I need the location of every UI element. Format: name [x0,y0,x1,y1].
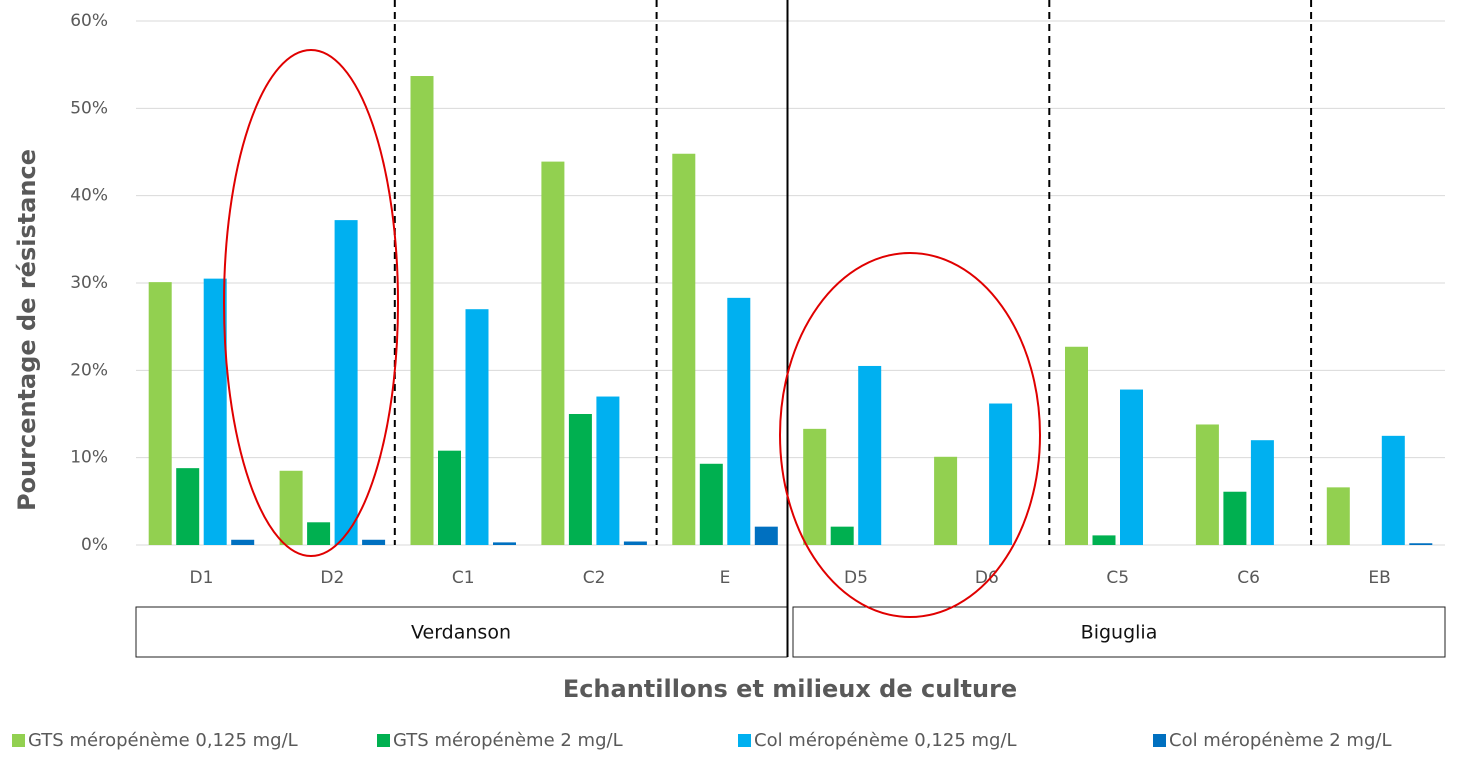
bar [596,397,619,545]
bar [493,542,516,545]
y-tick-label: 10% [70,448,108,468]
legend-label: Col méropénème 0,125 mg/L [754,730,1017,751]
x-tick-label: C2 [583,568,606,588]
legend-swatch [12,734,25,747]
bar [1120,390,1143,545]
x-tick-label: C1 [452,568,475,588]
bar [755,527,778,545]
x-axis-title: Echantillons et milieux de culture [563,675,1017,703]
bar [1196,424,1219,545]
group-label: Verdanson [411,622,511,644]
group-label: Biguglia [1081,622,1158,644]
bar [1093,535,1116,545]
y-tick-label: 40% [70,186,108,206]
legend-swatch [1153,734,1166,747]
x-tick-label: C5 [1106,568,1129,588]
bar [700,464,723,545]
bar [1223,492,1246,545]
legend-label: GTS méropénème 0,125 mg/L [28,730,298,751]
y-tick-label: 60% [70,11,108,31]
bar [989,404,1012,545]
bar [335,220,358,545]
bar [1327,487,1350,545]
y-tick-label: 0% [81,535,108,555]
bar [466,309,489,545]
chart: Pourcentage de résistance Echantillons e… [0,0,1460,758]
x-tick-label: D1 [189,568,213,588]
highlight [224,50,398,556]
bar [831,527,854,545]
legend-label: Col méropénème 2 mg/L [1169,730,1391,751]
bar [727,298,750,545]
bar [541,162,564,545]
bar [438,451,461,545]
x-tick-label: E [720,568,731,588]
bar [672,154,695,545]
x-tick-label: D2 [320,568,344,588]
legend-label: GTS méropénème 2 mg/L [393,730,623,751]
bar [624,542,647,545]
legend-swatch [377,734,390,747]
x-tick-label: EB [1368,568,1390,588]
legend-swatch [738,734,751,747]
bar [411,76,434,545]
bar [149,282,172,545]
bar [307,522,330,545]
x-tick-label: C6 [1237,568,1260,588]
bar [231,540,254,545]
bar [1251,440,1274,545]
bar [858,366,881,545]
bar [176,468,199,545]
bar [1065,347,1088,545]
x-tick-label: D5 [844,568,868,588]
y-tick-label: 30% [70,273,108,293]
bar [362,540,385,545]
y-axis-title: Pourcentage de résistance [13,149,41,511]
bar [1409,543,1432,545]
bar [569,414,592,545]
bar [1382,436,1405,545]
y-tick-label: 50% [70,98,108,118]
bar [280,471,303,545]
bar [803,429,826,545]
bar [934,457,957,545]
y-tick-label: 20% [70,360,108,380]
